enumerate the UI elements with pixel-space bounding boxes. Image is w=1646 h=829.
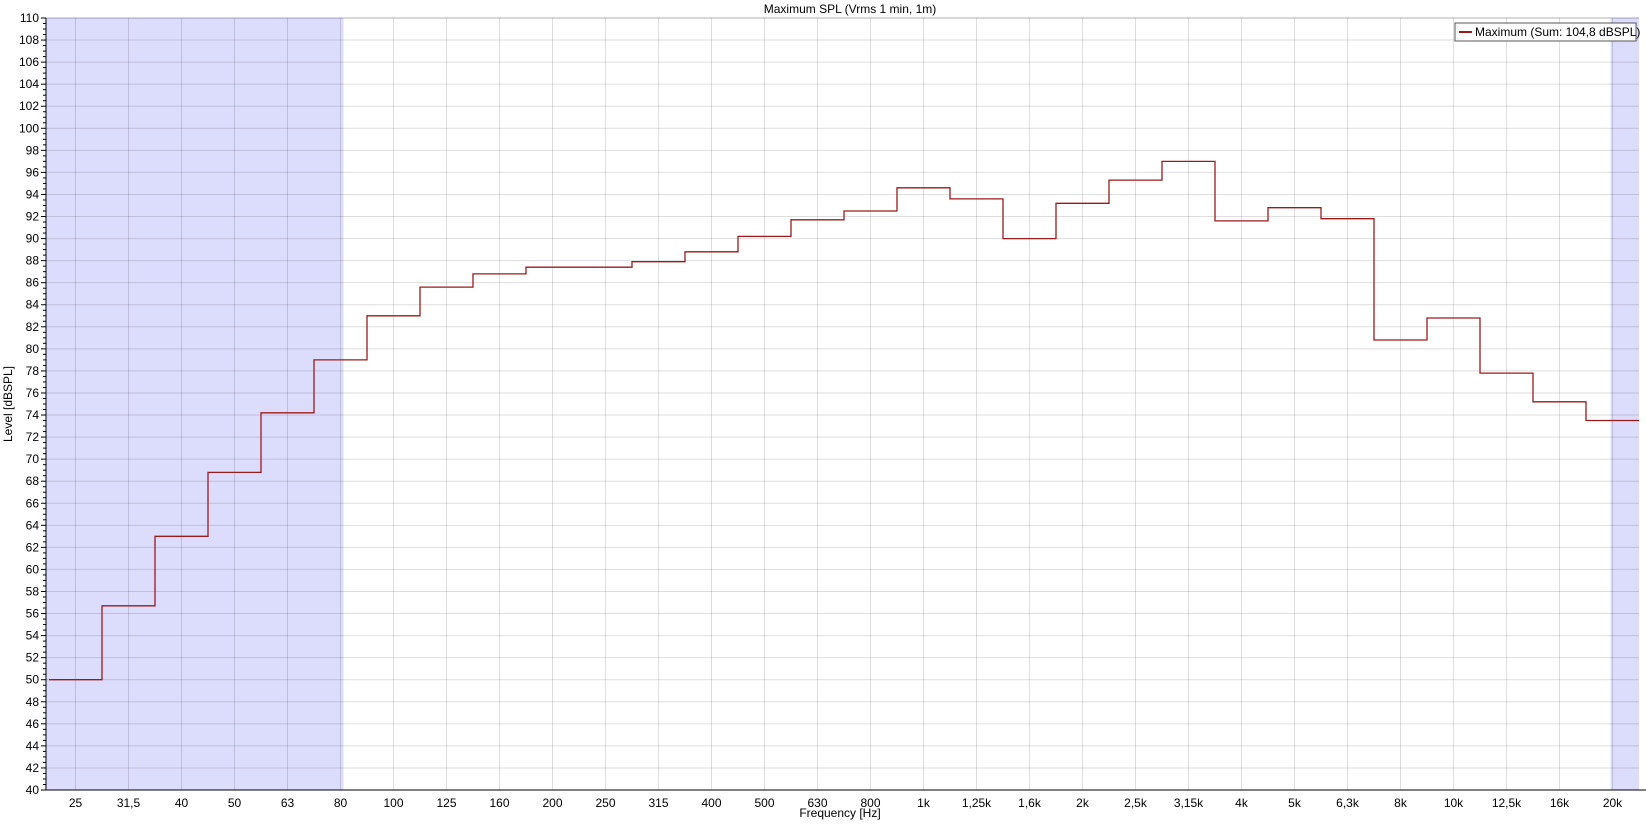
x-tick-label: 3,15k [1174, 796, 1204, 810]
y-tick-label: 88 [26, 254, 40, 268]
y-tick-label: 42 [26, 761, 40, 775]
y-tick-label: 68 [26, 474, 40, 488]
y-tick-label: 52 [26, 651, 40, 665]
x-tick-label: 10k [1444, 796, 1464, 810]
y-tick-label: 58 [26, 584, 40, 598]
y-tick-label: 76 [26, 386, 40, 400]
y-tick-label: 60 [26, 562, 40, 576]
shaded-region-low [46, 18, 344, 790]
y-axis-label: Level [dBSPL] [1, 366, 15, 442]
series-line-maximum [49, 160, 1639, 681]
x-tick-label: 20k [1603, 796, 1623, 810]
y-tick-label: 64 [26, 518, 40, 532]
x-tick-label: 80 [334, 796, 348, 810]
y-tick-label: 48 [26, 695, 40, 709]
y-tick-label: 54 [26, 629, 40, 643]
x-tick-label: 4k [1235, 796, 1249, 810]
y-tick-label: 110 [20, 11, 39, 25]
x-tick-label: 200 [542, 796, 562, 810]
y-tick-label: 100 [19, 121, 39, 135]
y-tick-label: 40 [26, 783, 40, 797]
x-tick-label: 2,5k [1124, 796, 1148, 810]
y-tick-label: 62 [26, 540, 40, 554]
y-tick-label: 84 [26, 298, 40, 312]
x-tick-label: 800 [860, 796, 880, 810]
y-tick-label: 80 [26, 342, 40, 356]
x-tick-label: 125 [436, 796, 456, 810]
legend: Maximum (Sum: 104,8 dBSPL) [1454, 22, 1640, 42]
x-tick-label: 630 [807, 796, 827, 810]
y-tick-label: 86 [26, 276, 40, 290]
y-tick-label: 96 [26, 165, 40, 179]
y-tick-label: 50 [26, 673, 40, 687]
x-tick-label: 5k [1288, 796, 1302, 810]
shaded-region-high [1610, 18, 1639, 790]
x-tick-label: 31,5 [117, 796, 141, 810]
y-tick-label: 66 [26, 496, 40, 510]
y-tick-label: 78 [26, 364, 40, 378]
y-tick-label: 106 [19, 55, 39, 69]
x-tick-label: 2k [1076, 796, 1090, 810]
x-tick-label: 8k [1394, 796, 1408, 810]
y-tick-label: 92 [26, 210, 40, 224]
legend-entry: Maximum (Sum: 104,8 dBSPL) [1475, 25, 1640, 39]
x-tick-label: 1k [917, 796, 931, 810]
x-tick-label: 6,3k [1336, 796, 1360, 810]
y-tick-label: 56 [26, 607, 40, 621]
y-tick-label: 74 [26, 408, 40, 422]
chart-title: Maximum SPL (Vrms 1 min, 1m) [764, 2, 936, 16]
x-tick-label: 63 [281, 796, 295, 810]
x-tick-label: 50 [228, 796, 242, 810]
x-tick-label: 100 [383, 796, 403, 810]
x-tick-label: 250 [595, 796, 615, 810]
x-tick-label: 25 [69, 796, 83, 810]
y-tick-label: 72 [26, 430, 40, 444]
y-tick-label: 108 [19, 33, 39, 47]
y-tick-label: 90 [26, 232, 40, 246]
y-tick-label: 98 [26, 143, 40, 157]
x-tick-label: 500 [754, 796, 774, 810]
x-tick-label: 400 [701, 796, 721, 810]
x-tick-label: 315 [648, 796, 668, 810]
x-tick-label: 16k [1550, 796, 1570, 810]
x-tick-label: 12,5k [1492, 796, 1522, 810]
x-axis-label: Frequency [Hz] [799, 806, 880, 820]
y-tick-label: 46 [26, 717, 40, 731]
x-tick-label: 1,25k [962, 796, 992, 810]
x-tick-label: 160 [489, 796, 509, 810]
y-tick-label: 44 [26, 739, 40, 753]
y-tick-label: 82 [26, 320, 40, 334]
y-tick-label: 70 [26, 452, 40, 466]
x-tick-label: 40 [175, 796, 189, 810]
x-tick-label: 1,6k [1018, 796, 1042, 810]
y-tick-label: 94 [26, 187, 40, 201]
y-tick-label: 104 [19, 77, 39, 91]
y-tick-label: 102 [19, 99, 39, 113]
